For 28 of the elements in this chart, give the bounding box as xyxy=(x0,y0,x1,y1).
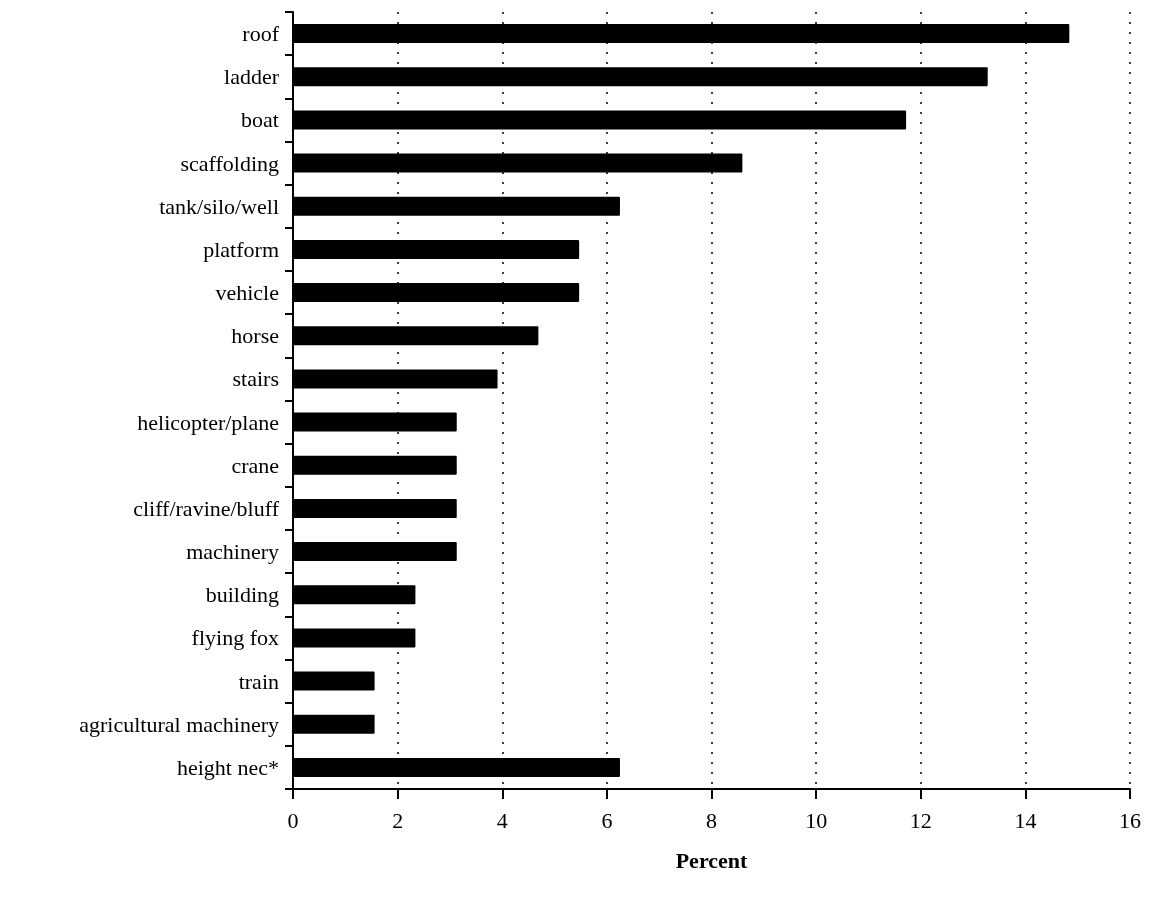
y-tick-label: platform xyxy=(203,236,279,262)
y-tick-label: horse xyxy=(231,323,279,349)
x-tick-label: 2 xyxy=(392,807,404,833)
y-tick-label: stairs xyxy=(232,366,279,392)
x-tick-label: 0 xyxy=(287,807,299,833)
y-tick-label: flying fox xyxy=(191,625,279,651)
y-tick-label: cliff/ravine/bluff xyxy=(133,495,280,521)
y-tick-label: agricultural machinery xyxy=(79,711,279,737)
y-tick-label: helicopter/plane xyxy=(137,409,279,435)
y-tick-label: building xyxy=(205,582,279,608)
y-tick-label: ladder xyxy=(224,64,280,90)
y-tick-label: vehicle xyxy=(215,280,279,306)
y-tick-label: machinery xyxy=(186,539,279,565)
x-axis-title: Percent xyxy=(675,847,748,873)
y-tick-label: boat xyxy=(241,107,279,133)
x-tick-label: 14 xyxy=(1014,807,1037,833)
y-tick-label: scaffolding xyxy=(180,150,279,176)
x-tick-label: 10 xyxy=(805,807,828,833)
y-tick-label: train xyxy=(238,668,279,694)
y-tick-label: height nec* xyxy=(176,754,279,780)
x-tick-label: 16 xyxy=(1119,807,1141,833)
x-tick-label: 8 xyxy=(706,807,717,833)
y-tick-label: crane xyxy=(231,452,279,478)
x-tick-label: 6 xyxy=(601,807,613,833)
x-tick-label: 4 xyxy=(496,807,508,833)
y-tick-label: tank/silo/well xyxy=(159,193,279,219)
x-tick-label: 12 xyxy=(909,807,932,833)
y-tick-label: roof xyxy=(242,21,280,47)
